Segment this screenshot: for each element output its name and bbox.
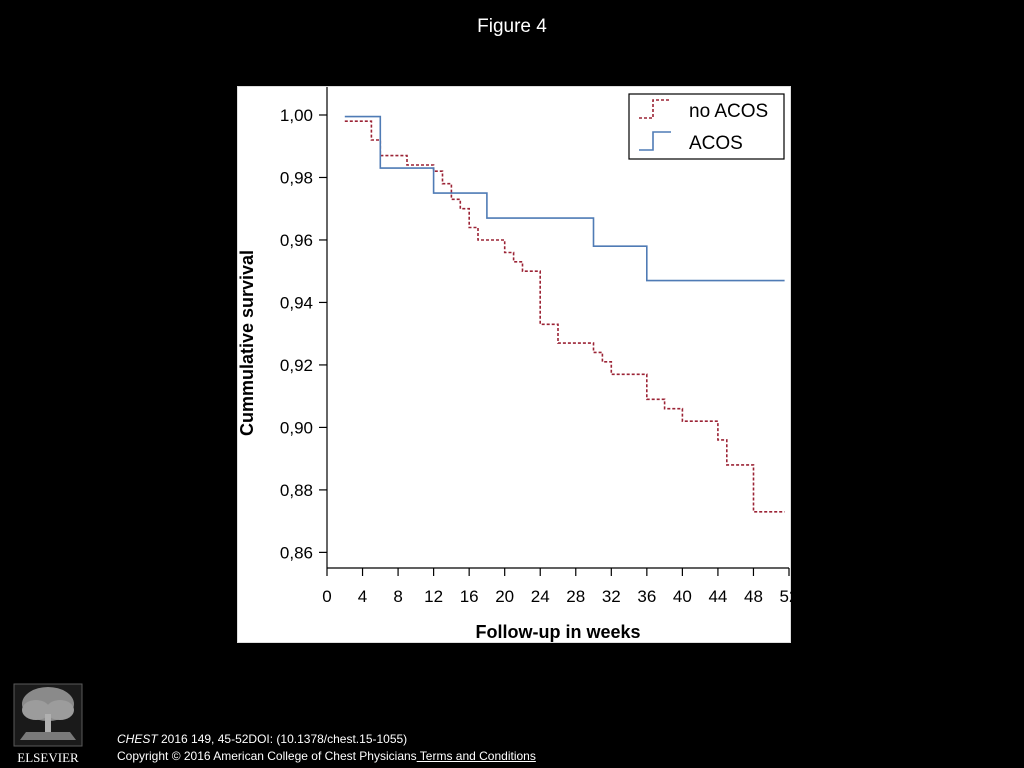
series-lines: [344, 115, 785, 513]
legend-swatch: [639, 131, 671, 151]
series-line-acos: [344, 115, 785, 282]
citation-block: CHEST 2016 149, 45-52DOI: (10.1378/chest…: [117, 731, 536, 765]
axes: 1,000,980,960,940,920,900,880,860 4 8 12 16 2…: [237, 86, 791, 643]
y-axis-label: Cummulative survival: [237, 250, 257, 436]
x-tick-label: 24: [531, 587, 550, 606]
x-axis-label: Follow-up in weeks: [475, 622, 640, 642]
y-tick-label: 0,90: [280, 418, 313, 437]
copyright-text: Copyright © 2016 American College of Che…: [117, 749, 417, 763]
y-tick-label: 0,88: [280, 481, 313, 500]
legend-swatch: [639, 99, 671, 119]
legend-label: ACOS: [689, 133, 743, 154]
terms-and-conditions-link[interactable]: Terms and Conditions: [416, 749, 536, 763]
x-tick-label: 20: [495, 587, 514, 606]
chart-panel: 1,00 0,98 0,96 0,94 0,92 0,90 0,88 0,86 0 4 8 12 16 2…: [237, 86, 791, 643]
legend-box: [628, 93, 785, 160]
y-tick-label: 0,96: [280, 231, 313, 250]
survival-chart: 1,000,980,960,940,920,900,880,860 4 8 12 16 2…: [237, 86, 791, 643]
y-tick-label: 0,98: [280, 168, 313, 187]
x-tick-label: 16: [460, 587, 479, 606]
copyright-line: Copyright © 2016 American College of Che…: [117, 748, 536, 765]
journal-name: CHEST: [117, 732, 158, 746]
x-tick-label: 44: [708, 587, 727, 606]
citation-line: CHEST 2016 149, 45-52DOI: (10.1378/chest…: [117, 731, 536, 748]
x-tick-label: 52: [780, 587, 791, 606]
x-tick-label: 12: [424, 587, 443, 606]
citation-details: 2016 149, 45-52DOI: (10.1378/chest.15-10…: [157, 732, 408, 746]
y-tick-label: 1,00: [280, 106, 313, 125]
x-tick-label: 36: [637, 587, 656, 606]
y-tick-label: 0,94: [280, 293, 313, 312]
elsevier-wordmark: ELSEVIER: [17, 750, 79, 765]
legend: no ACOS ACOS: [628, 93, 785, 160]
x-tick-label: 0: [322, 587, 331, 606]
figure-title: Figure 4: [477, 16, 547, 37]
x-tick-label: 8: [393, 587, 402, 606]
series-line-no-acos: [344, 120, 785, 513]
elsevier-logo: ELSEVIER: [13, 683, 83, 765]
x-tick-label: 40: [673, 587, 692, 606]
y-tick-label: 0,86: [280, 543, 313, 562]
x-tick-label: 4: [358, 587, 367, 606]
x-tick-label: 48: [744, 587, 763, 606]
x-tick-label: 28: [566, 587, 585, 606]
y-tick-label: 0,92: [280, 356, 313, 375]
legend-label: no ACOS: [689, 101, 768, 122]
elsevier-tree-icon: [13, 683, 83, 747]
panel-border: [237, 86, 791, 643]
x-tick-label: 32: [602, 587, 621, 606]
